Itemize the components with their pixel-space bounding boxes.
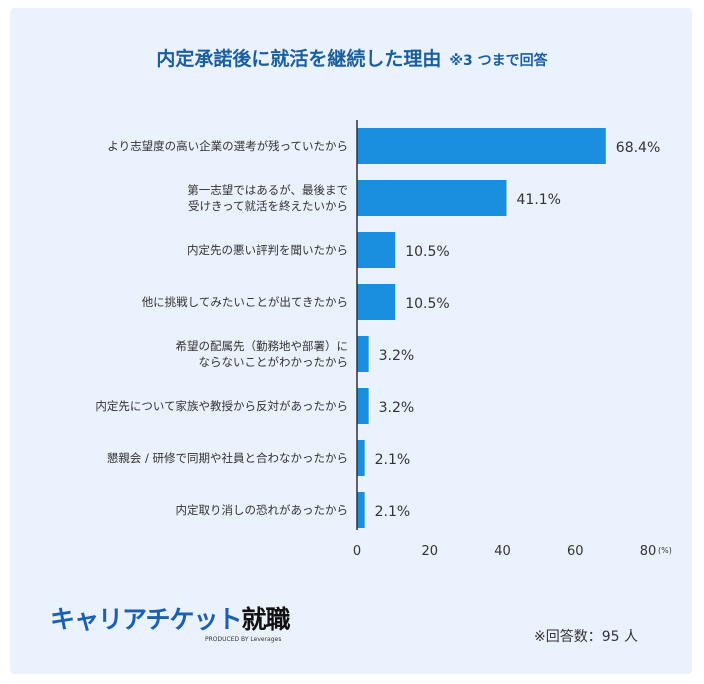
- x-unit-label: (%): [658, 546, 672, 555]
- category-label: 内定取り消しの恐れがあったから: [176, 503, 349, 517]
- category-label: 内定先の悪い評判を聞いたから: [187, 243, 348, 257]
- bar: [357, 128, 606, 164]
- category-label: 他に挑戦してみたいことが出てきたから: [142, 295, 348, 309]
- x-tick-label: 40: [494, 544, 511, 559]
- respondent-count: ※回答数：95 人: [534, 629, 638, 645]
- data-label: 2.1%: [375, 452, 411, 468]
- bar: [357, 388, 369, 424]
- bar: [357, 232, 396, 268]
- title-note: ※3 つまで回答: [449, 53, 548, 69]
- x-tick-label: 20: [421, 544, 438, 559]
- data-label: 3.2%: [379, 400, 415, 416]
- category-label: より志望度の高い企業の選考が残っていたから: [107, 139, 348, 153]
- x-tick-label: 80: [640, 544, 657, 559]
- category-label: 希望の配属先（勤務地や部署）に: [176, 339, 349, 353]
- title-text: 内定承諾後に就活を継続した理由: [156, 48, 442, 70]
- data-label: 41.1%: [517, 192, 561, 208]
- data-label: 3.2%: [379, 348, 415, 364]
- data-label: 10.5%: [405, 244, 449, 260]
- produced-by: PRODUCED BY Leverages: [205, 636, 282, 643]
- chart-title: 内定承諾後に就活を継続した理由 ※3 つまで回答: [0, 44, 704, 71]
- bar: [357, 336, 369, 372]
- x-tick-label: 0: [353, 544, 361, 559]
- category-label: ならないことがわかったから: [199, 355, 349, 369]
- bar: [357, 284, 396, 320]
- data-label: 68.4%: [616, 140, 660, 156]
- category-label: 懇親会 / 研修で同期や社員と合わなかったから: [107, 451, 348, 465]
- data-label: 10.5%: [405, 296, 449, 312]
- bar: [357, 492, 365, 528]
- category-label: 第一志望ではあるが、最後まで: [187, 183, 348, 197]
- category-label: 受けきって就活を終えたいから: [188, 199, 348, 213]
- bar: [357, 180, 507, 216]
- category-label: 内定先について家族や教授から反対があったから: [95, 399, 348, 413]
- logo: キャリアチケット就職: [50, 605, 291, 634]
- bar: [357, 440, 365, 476]
- chart-card: [10, 8, 692, 674]
- x-tick-label: 60: [567, 544, 584, 559]
- data-label: 2.1%: [375, 504, 411, 520]
